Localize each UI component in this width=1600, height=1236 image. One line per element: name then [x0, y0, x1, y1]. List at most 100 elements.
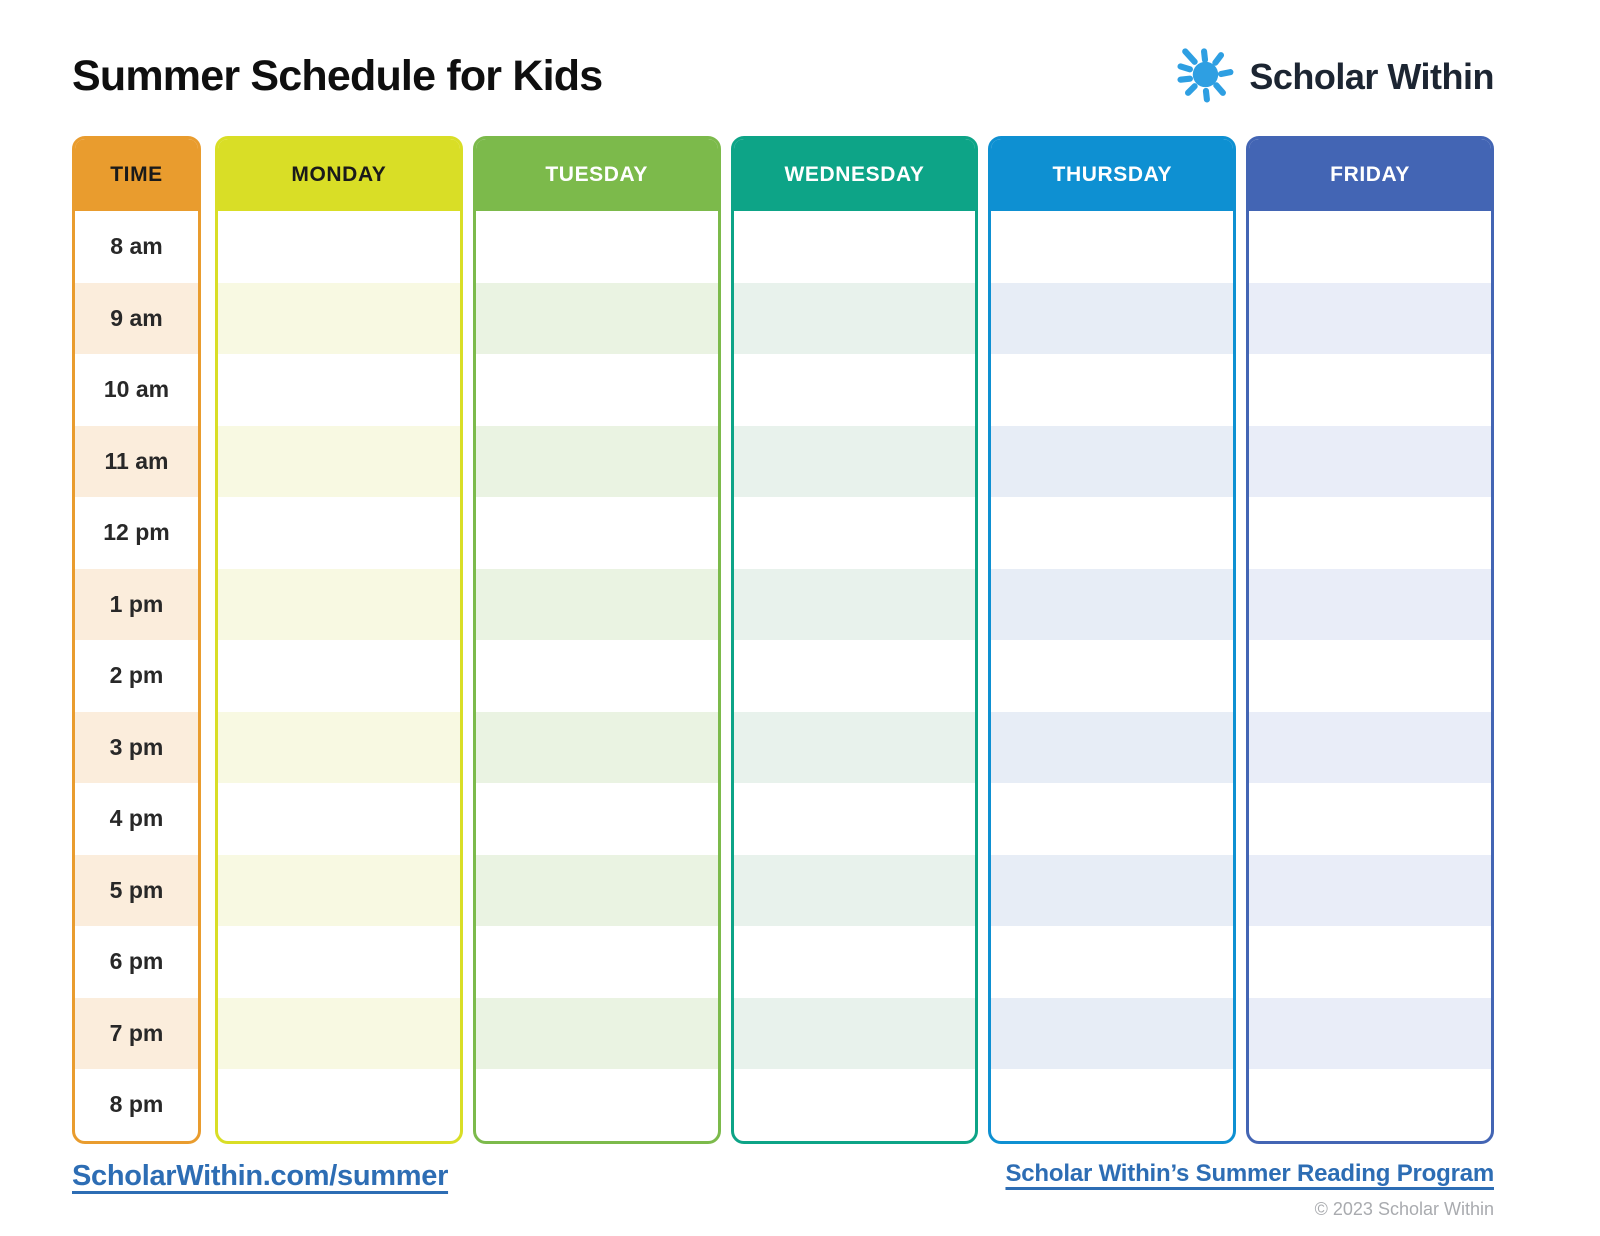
- time-label: 4 pm: [109, 805, 164, 832]
- time-label: 6 pm: [109, 948, 164, 975]
- time-label: 3 pm: [109, 733, 164, 760]
- schedule-cell-thursday-1: [991, 282, 1234, 354]
- page-title: Summer Schedule for Kids: [72, 51, 603, 100]
- schedule-cell-tuesday-10: [476, 926, 718, 998]
- schedule-cell-monday-2: [218, 354, 460, 426]
- time-cell-12: 8 pm: [75, 1069, 198, 1141]
- schedule-cell-friday-1: [1249, 282, 1491, 354]
- schedule-cell-thursday-4: [991, 497, 1233, 569]
- column-header-thursday: THURSDAY: [991, 139, 1234, 211]
- time-cell-11: 7 pm: [75, 997, 198, 1069]
- time-cell-7: 3 pm: [75, 711, 198, 783]
- time-label: 2 pm: [109, 662, 164, 689]
- schedule-cell-tuesday-0: [476, 211, 718, 283]
- time-label: 11 am: [104, 447, 169, 474]
- schedule-cell-monday-12: [218, 1069, 460, 1141]
- schedule-cell-wednesday-2: [734, 354, 976, 426]
- time-cell-9: 5 pm: [75, 854, 198, 926]
- schedule-cell-tuesday-1: [475, 282, 718, 354]
- schedule-cell-thursday-8: [991, 783, 1233, 855]
- schedule-cell-friday-6: [1249, 640, 1491, 712]
- column-header-friday: FRIDAY: [1249, 139, 1491, 211]
- schedule-cell-friday-9: [1249, 854, 1491, 926]
- schedule-cell-wednesday-11: [733, 997, 976, 1069]
- time-label: 9 am: [110, 304, 163, 331]
- schedule-cell-thursday-5: [991, 568, 1234, 640]
- schedule-cell-monday-4: [218, 497, 460, 569]
- schedule-cell-wednesday-9: [733, 854, 976, 926]
- schedule-cell-monday-8: [218, 783, 460, 855]
- schedule-cell-wednesday-1: [733, 282, 976, 354]
- schedule-cell-tuesday-4: [476, 497, 718, 569]
- schedule-cell-friday-0: [1249, 211, 1491, 283]
- schedule-grid: TIME 8 am 9 am 10 am 11 am 12 pm 1 pm 2 pm 3 pm 4…: [72, 136, 1494, 1144]
- schedule-cell-wednesday-7: [733, 711, 976, 783]
- schedule-cell-tuesday-12: [476, 1069, 718, 1141]
- schedule-cell-thursday-2: [991, 354, 1233, 426]
- time-cell-8: 4 pm: [75, 783, 198, 855]
- column-header-wednesday: WEDNESDAY: [733, 139, 976, 211]
- schedule-cell-thursday-7: [991, 711, 1234, 783]
- schedule-cell-wednesday-10: [734, 926, 976, 998]
- column-header-tuesday: TUESDAY: [475, 139, 718, 211]
- schedule-cell-wednesday-4: [734, 497, 976, 569]
- schedule-cell-monday-10: [218, 926, 460, 998]
- schedule-cell-friday-11: [1249, 997, 1491, 1069]
- summer-url-link[interactable]: ScholarWithin.com/summer: [72, 1159, 449, 1192]
- time-cell-1: 9 am: [75, 282, 198, 354]
- footer-right: Scholar Within’s Summer Reading Program …: [1005, 1160, 1494, 1220]
- schedule-cell-thursday-6: [991, 640, 1233, 712]
- schedule-cell-wednesday-0: [734, 211, 976, 283]
- brand-name: Scholar Within: [1249, 55, 1494, 97]
- schedule-cell-tuesday-9: [475, 854, 718, 926]
- schedule-cell-monday-6: [218, 640, 460, 712]
- column-time: TIME 8 am 9 am 10 am 11 am 12 pm 1 pm 2 pm 3 pm 4…: [72, 136, 201, 1144]
- schedule-cell-friday-8: [1249, 783, 1491, 855]
- schedule-cell-tuesday-11: [475, 997, 718, 1069]
- schedule-cell-friday-3: [1249, 425, 1491, 497]
- schedule-cell-monday-9: [218, 854, 460, 926]
- time-label: 12 pm: [103, 519, 170, 546]
- top-bar: Summer Schedule for Kids Scholar Within: [0, 0, 1600, 111]
- time-label: 5 pm: [109, 876, 164, 903]
- schedule-cell-friday-12: [1249, 1069, 1491, 1141]
- schedule-cell-friday-2: [1249, 354, 1491, 426]
- column-header-time: TIME: [75, 139, 198, 211]
- schedule-cell-friday-5: [1249, 568, 1491, 640]
- time-label: 10 am: [103, 376, 170, 403]
- footer: ScholarWithin.com/summer Scholar Within’…: [72, 1160, 1494, 1220]
- schedule-cell-thursday-0: [991, 211, 1233, 283]
- copyright-text: © 2023 Scholar Within: [1314, 1198, 1494, 1219]
- schedule-cell-monday-1: [218, 282, 460, 354]
- column-friday: FRIDAY: [1246, 136, 1494, 1144]
- schedule-cell-monday-3: [218, 425, 460, 497]
- sun-icon: [1173, 42, 1237, 111]
- schedule-cell-monday-5: [218, 568, 460, 640]
- time-cell-4: 12 pm: [75, 497, 198, 569]
- time-cell-3: 11 am: [75, 425, 198, 497]
- schedule-cell-wednesday-3: [733, 425, 976, 497]
- schedule-cell-friday-4: [1249, 497, 1491, 569]
- time-cell-6: 2 pm: [75, 640, 198, 712]
- schedule-cell-wednesday-8: [734, 783, 976, 855]
- column-monday: MONDAY: [215, 136, 463, 1144]
- time-cell-0: 8 am: [75, 211, 198, 283]
- schedule-cell-friday-7: [1249, 711, 1491, 783]
- schedule-cell-tuesday-2: [476, 354, 718, 426]
- brand-logo: Scholar Within: [1173, 42, 1494, 111]
- schedule-cell-tuesday-8: [476, 783, 718, 855]
- schedule-cell-tuesday-3: [475, 425, 718, 497]
- time-label: 7 pm: [109, 1019, 164, 1046]
- summer-reading-program-link[interactable]: Scholar Within’s Summer Reading Program: [1005, 1159, 1494, 1187]
- schedule-cell-thursday-9: [991, 854, 1234, 926]
- schedule-cell-wednesday-12: [734, 1069, 976, 1141]
- column-thursday: THURSDAY: [988, 136, 1237, 1144]
- time-cell-10: 6 pm: [75, 926, 198, 998]
- schedule-cell-thursday-12: [991, 1069, 1233, 1141]
- schedule-cell-wednesday-6: [734, 640, 976, 712]
- schedule-cell-thursday-11: [991, 997, 1234, 1069]
- column-tuesday: TUESDAY: [472, 136, 721, 1144]
- schedule-cell-monday-11: [218, 997, 460, 1069]
- time-cell-5: 1 pm: [75, 568, 198, 640]
- schedule-cell-friday-10: [1249, 926, 1491, 998]
